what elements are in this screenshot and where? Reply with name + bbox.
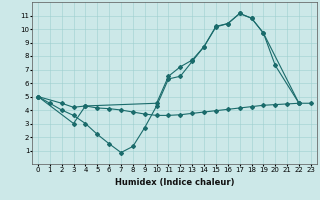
X-axis label: Humidex (Indice chaleur): Humidex (Indice chaleur)	[115, 178, 234, 187]
